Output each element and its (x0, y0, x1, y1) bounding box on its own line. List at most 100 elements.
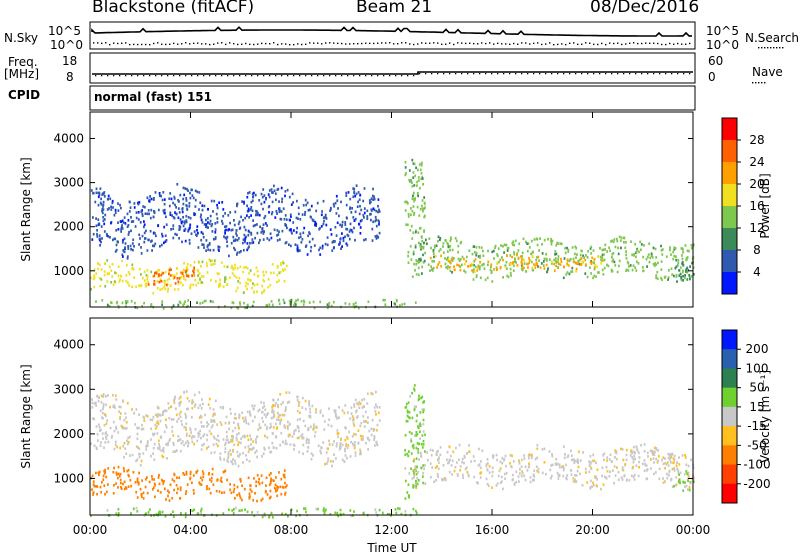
velocity-cell (117, 512, 120, 515)
velocity-cell (98, 470, 101, 474)
power-cell (114, 250, 117, 253)
velocity-cell (266, 436, 269, 439)
power-cell (311, 237, 314, 241)
nsearch-point (513, 42, 515, 45)
velocity-cell (345, 444, 347, 448)
velocity-cell (434, 466, 437, 469)
power-cell (177, 303, 180, 307)
nsearch-point (425, 42, 427, 44)
velocity-cell (105, 422, 108, 425)
velocity-cell (161, 510, 164, 514)
velocity-cell (184, 512, 187, 515)
velocity-cell (408, 410, 411, 414)
velocity-cell (245, 454, 247, 457)
power-cell (421, 239, 424, 243)
nsearch-point (397, 43, 399, 45)
velocity-cell (243, 419, 246, 422)
power-cell (200, 231, 203, 234)
velocity-cell (255, 484, 257, 488)
power-cell (284, 214, 287, 217)
power-cell (575, 256, 577, 259)
velocity-cell (558, 473, 561, 477)
velocity-cell (350, 514, 352, 517)
power-cell (216, 272, 219, 275)
velocity-cell (104, 413, 107, 416)
power-cell (431, 260, 434, 263)
velocity-cell (132, 507, 135, 511)
power-cell (288, 299, 291, 303)
power-cell (236, 266, 239, 270)
nsearch-point (205, 43, 207, 45)
velocity-cell (410, 432, 413, 435)
velocity-cell (179, 395, 182, 399)
velocity-cell (209, 491, 212, 495)
velocity-cell (158, 439, 160, 443)
velocity-cell (429, 475, 432, 479)
power-cell (115, 229, 118, 232)
velocity-cell (442, 478, 445, 481)
nsearch-point (169, 43, 171, 45)
velocity-cell (526, 469, 529, 472)
velocity-cell (180, 442, 183, 445)
velocity-cell (435, 453, 438, 456)
power-cell (670, 267, 673, 270)
power-cell (289, 244, 292, 248)
power-cell (324, 213, 327, 217)
power-cell (165, 239, 168, 242)
velocity-cell (602, 454, 604, 457)
velocity-cell (500, 475, 503, 479)
velocity-cell (105, 395, 107, 398)
power-cell (95, 191, 98, 195)
velocity-cell (498, 469, 501, 473)
velocity-cell (535, 465, 538, 468)
velocity-cell (215, 438, 218, 441)
power-cell (416, 180, 418, 184)
velocity-cell (145, 478, 147, 481)
velocity-cell (179, 401, 182, 405)
power-cell (218, 201, 220, 204)
power-cell (312, 219, 315, 223)
velocity-cell (283, 475, 285, 478)
power-cell (140, 210, 143, 213)
velocity-cell (285, 442, 288, 446)
power-cell (567, 264, 570, 267)
power-cell (331, 241, 334, 244)
velocity-cell (675, 476, 678, 479)
power-cell (457, 257, 460, 261)
velocity-cell (92, 483, 95, 486)
velocity-cell (157, 422, 160, 425)
velocity-cell (467, 473, 470, 477)
power-cell (562, 276, 565, 280)
velocity-cell (222, 470, 225, 474)
power-cell (492, 249, 495, 253)
power-cell (237, 307, 240, 310)
velocity-cell (488, 465, 491, 468)
power-cell (649, 256, 652, 260)
velocity-cell (365, 441, 367, 445)
power-cell (577, 261, 580, 265)
velocity-cell (210, 476, 213, 480)
power-cell (357, 200, 359, 204)
power-cell (348, 302, 351, 306)
power-cell (169, 211, 172, 214)
velocity-cell (123, 480, 126, 484)
velocity-cell (363, 419, 366, 423)
cpid-value: normal (fast) 151 (94, 90, 212, 104)
power-cell (199, 215, 202, 219)
power-cell (192, 269, 194, 273)
power-cell (177, 282, 180, 285)
velocity-cell (350, 412, 353, 415)
power-cell (559, 242, 562, 245)
velocity-cell (276, 494, 279, 498)
velocity-cell (283, 413, 286, 417)
power-cell (412, 231, 415, 234)
velocity-cell (357, 442, 360, 445)
power-cell (611, 252, 614, 256)
power-cell (512, 243, 514, 246)
velocity-cell (127, 485, 130, 488)
velocity-cell (269, 450, 271, 454)
power-cell (454, 237, 457, 240)
colorbar-tick-label: 20 (749, 177, 764, 191)
power-cell (309, 215, 312, 219)
power-cell (340, 200, 342, 204)
